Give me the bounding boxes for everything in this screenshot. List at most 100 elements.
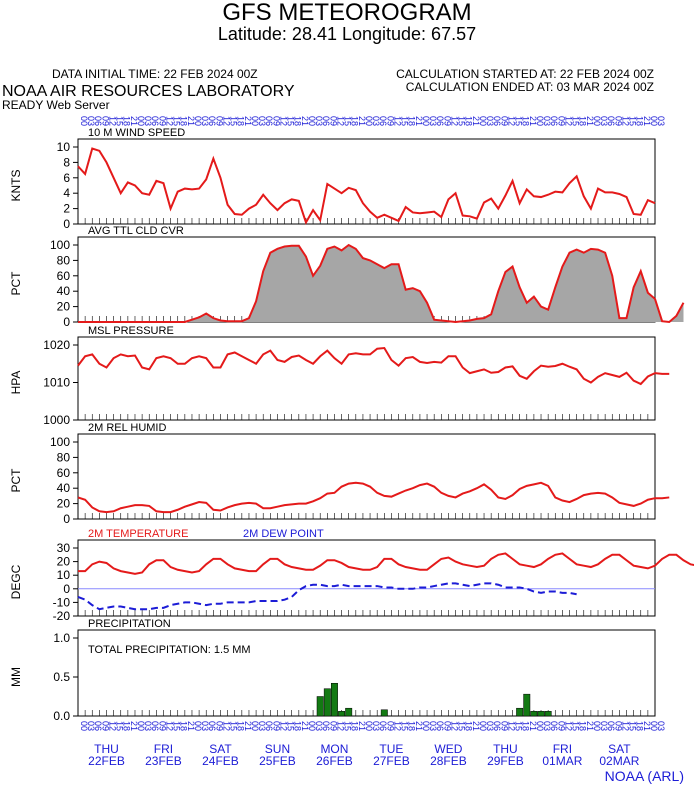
cloud-outline	[78, 243, 685, 324]
bottom-hour-label: 12	[506, 721, 516, 731]
bottom-hour-label: 12	[164, 721, 174, 731]
bottom-hour-label: 21	[528, 721, 538, 731]
top-hour-label: 12	[164, 116, 174, 126]
precip-bar	[380, 709, 388, 717]
top-hour-label: 06	[93, 116, 103, 126]
y-tick-label: 0	[63, 217, 70, 231]
series-line-1	[78, 552, 694, 575]
date-label: 29FEB	[487, 754, 524, 768]
top-hour-label: 09	[328, 116, 338, 126]
panel-title: MSL PRESSURE	[88, 325, 174, 337]
top-hour-label: 03	[257, 116, 267, 126]
bottom-hour-label: 15	[286, 721, 296, 731]
top-hour-label: 18	[179, 116, 189, 126]
y-tick-label: 20	[57, 555, 71, 569]
y-tick-label: 6	[63, 171, 70, 185]
bottom-hour-label: 15	[571, 721, 581, 731]
day-label: FRI	[553, 742, 572, 756]
panel-5: 2M TEMPERATURE 2M DEW POINT DEGC -20-100102…	[9, 528, 694, 623]
bottom-hour-label: 09	[556, 721, 566, 731]
bottom-hour-label: 15	[457, 721, 467, 731]
top-hour-label: 15	[229, 116, 239, 126]
date-label: 26FEB	[316, 754, 353, 768]
top-hour-label: 06	[150, 116, 160, 126]
y-tick-label: 1000	[43, 413, 70, 427]
bottom-hour-label: 06	[207, 721, 217, 731]
bottom-hour-label: 06	[150, 721, 160, 731]
top-hour-label: 21	[528, 116, 538, 126]
top-hour-label: 03	[143, 116, 153, 126]
top-hour-label: 12	[620, 116, 630, 126]
day-label: WED	[434, 742, 462, 756]
y-tick-label: 2	[63, 202, 70, 216]
bottom-hour-label: 06	[435, 721, 445, 731]
day-label: MON	[320, 742, 348, 756]
top-hour-label: 03	[371, 116, 381, 126]
top-hour-label: 06	[606, 116, 616, 126]
y-tick-label: 0	[63, 512, 70, 526]
top-hour-label: 18	[521, 116, 531, 126]
top-hour-label: 18	[407, 116, 417, 126]
top-hour-label: 00	[421, 116, 431, 126]
bottom-hour-label: 15	[115, 721, 125, 731]
date-label: 28FEB	[430, 754, 467, 768]
bottom-hour-label: 06	[549, 721, 559, 731]
top-hour-label: 06	[435, 116, 445, 126]
panel-ylabel: DEGC	[9, 564, 23, 599]
bottom-hour-label: 18	[236, 721, 246, 731]
bottom-hour-label: 21	[642, 721, 652, 731]
bottom-hour-label: 21	[186, 721, 196, 731]
bottom-hour-label: 15	[172, 721, 182, 731]
bottom-hour-label: 18	[350, 721, 360, 731]
top-hour-label: 00	[364, 116, 374, 126]
top-hour-label: 09	[100, 116, 110, 126]
bottom-hour-label: 09	[385, 721, 395, 731]
date-label: 01MAR	[542, 754, 582, 768]
precip-bar	[530, 711, 538, 717]
top-hour-label: 12	[107, 116, 117, 126]
bottom-hour-label: 09	[271, 721, 281, 731]
lab-name: NOAA AIR RESOURCES LABORATORY	[2, 83, 295, 100]
bottom-hour-label: 21	[243, 721, 253, 731]
top-hour-label: 00	[79, 116, 89, 126]
panel-frame	[77, 433, 656, 520]
top-hour-label: 03	[428, 116, 438, 126]
calc-ended-label: CALCULATION ENDED AT: 03 MAR 2024 00Z	[405, 80, 654, 94]
top-hour-label: 09	[613, 116, 623, 126]
calc-started-label: CALCULATION STARTED AT: 22 FEB 2024 00Z	[396, 67, 654, 81]
y-tick-label: 0	[63, 582, 70, 596]
panel-ylabel: KNTS	[9, 169, 23, 201]
bottom-hour-label: 00	[307, 721, 317, 731]
y-tick-label: 10	[57, 568, 71, 582]
top-hour-label: 12	[563, 116, 573, 126]
bottom-hour-label: 03	[428, 721, 438, 731]
panel-title: AVG TTL CLD CVR	[88, 225, 184, 237]
bottom-hour-label: 06	[492, 721, 502, 731]
top-hour-label: 00	[478, 116, 488, 126]
bottom-hour-label: 15	[400, 721, 410, 731]
bottom-hour-label: 09	[214, 721, 224, 731]
top-hour-label: 09	[214, 116, 224, 126]
top-hour-label: 06	[264, 116, 274, 126]
top-hour-label: 12	[335, 116, 345, 126]
bottom-hour-label: 15	[514, 721, 524, 731]
bottom-hour-label: 12	[563, 721, 573, 731]
y-tick-label: 40	[57, 284, 71, 298]
bottom-hour-label: 18	[293, 721, 303, 731]
top-hour-label: 06	[321, 116, 331, 126]
top-hour-label: 21	[300, 116, 310, 126]
day-label: SAT	[209, 742, 232, 756]
y-tick-label: 100	[50, 435, 70, 449]
top-hour-label: 18	[578, 116, 588, 126]
page-subtitle: Latitude: 28.41 Longitude: 67.57	[217, 24, 477, 44]
date-label: 25FEB	[259, 754, 296, 768]
top-hour-label: 00	[307, 116, 317, 126]
bottom-hour-label: 18	[179, 721, 189, 731]
bottom-hour-label: 12	[335, 721, 345, 731]
top-hour-label: 00	[592, 116, 602, 126]
bottom-hour-label: 18	[578, 721, 588, 731]
bottom-hour-label: 21	[357, 721, 367, 731]
y-tick-label: 80	[57, 253, 71, 267]
top-hour-label: 18	[350, 116, 360, 126]
